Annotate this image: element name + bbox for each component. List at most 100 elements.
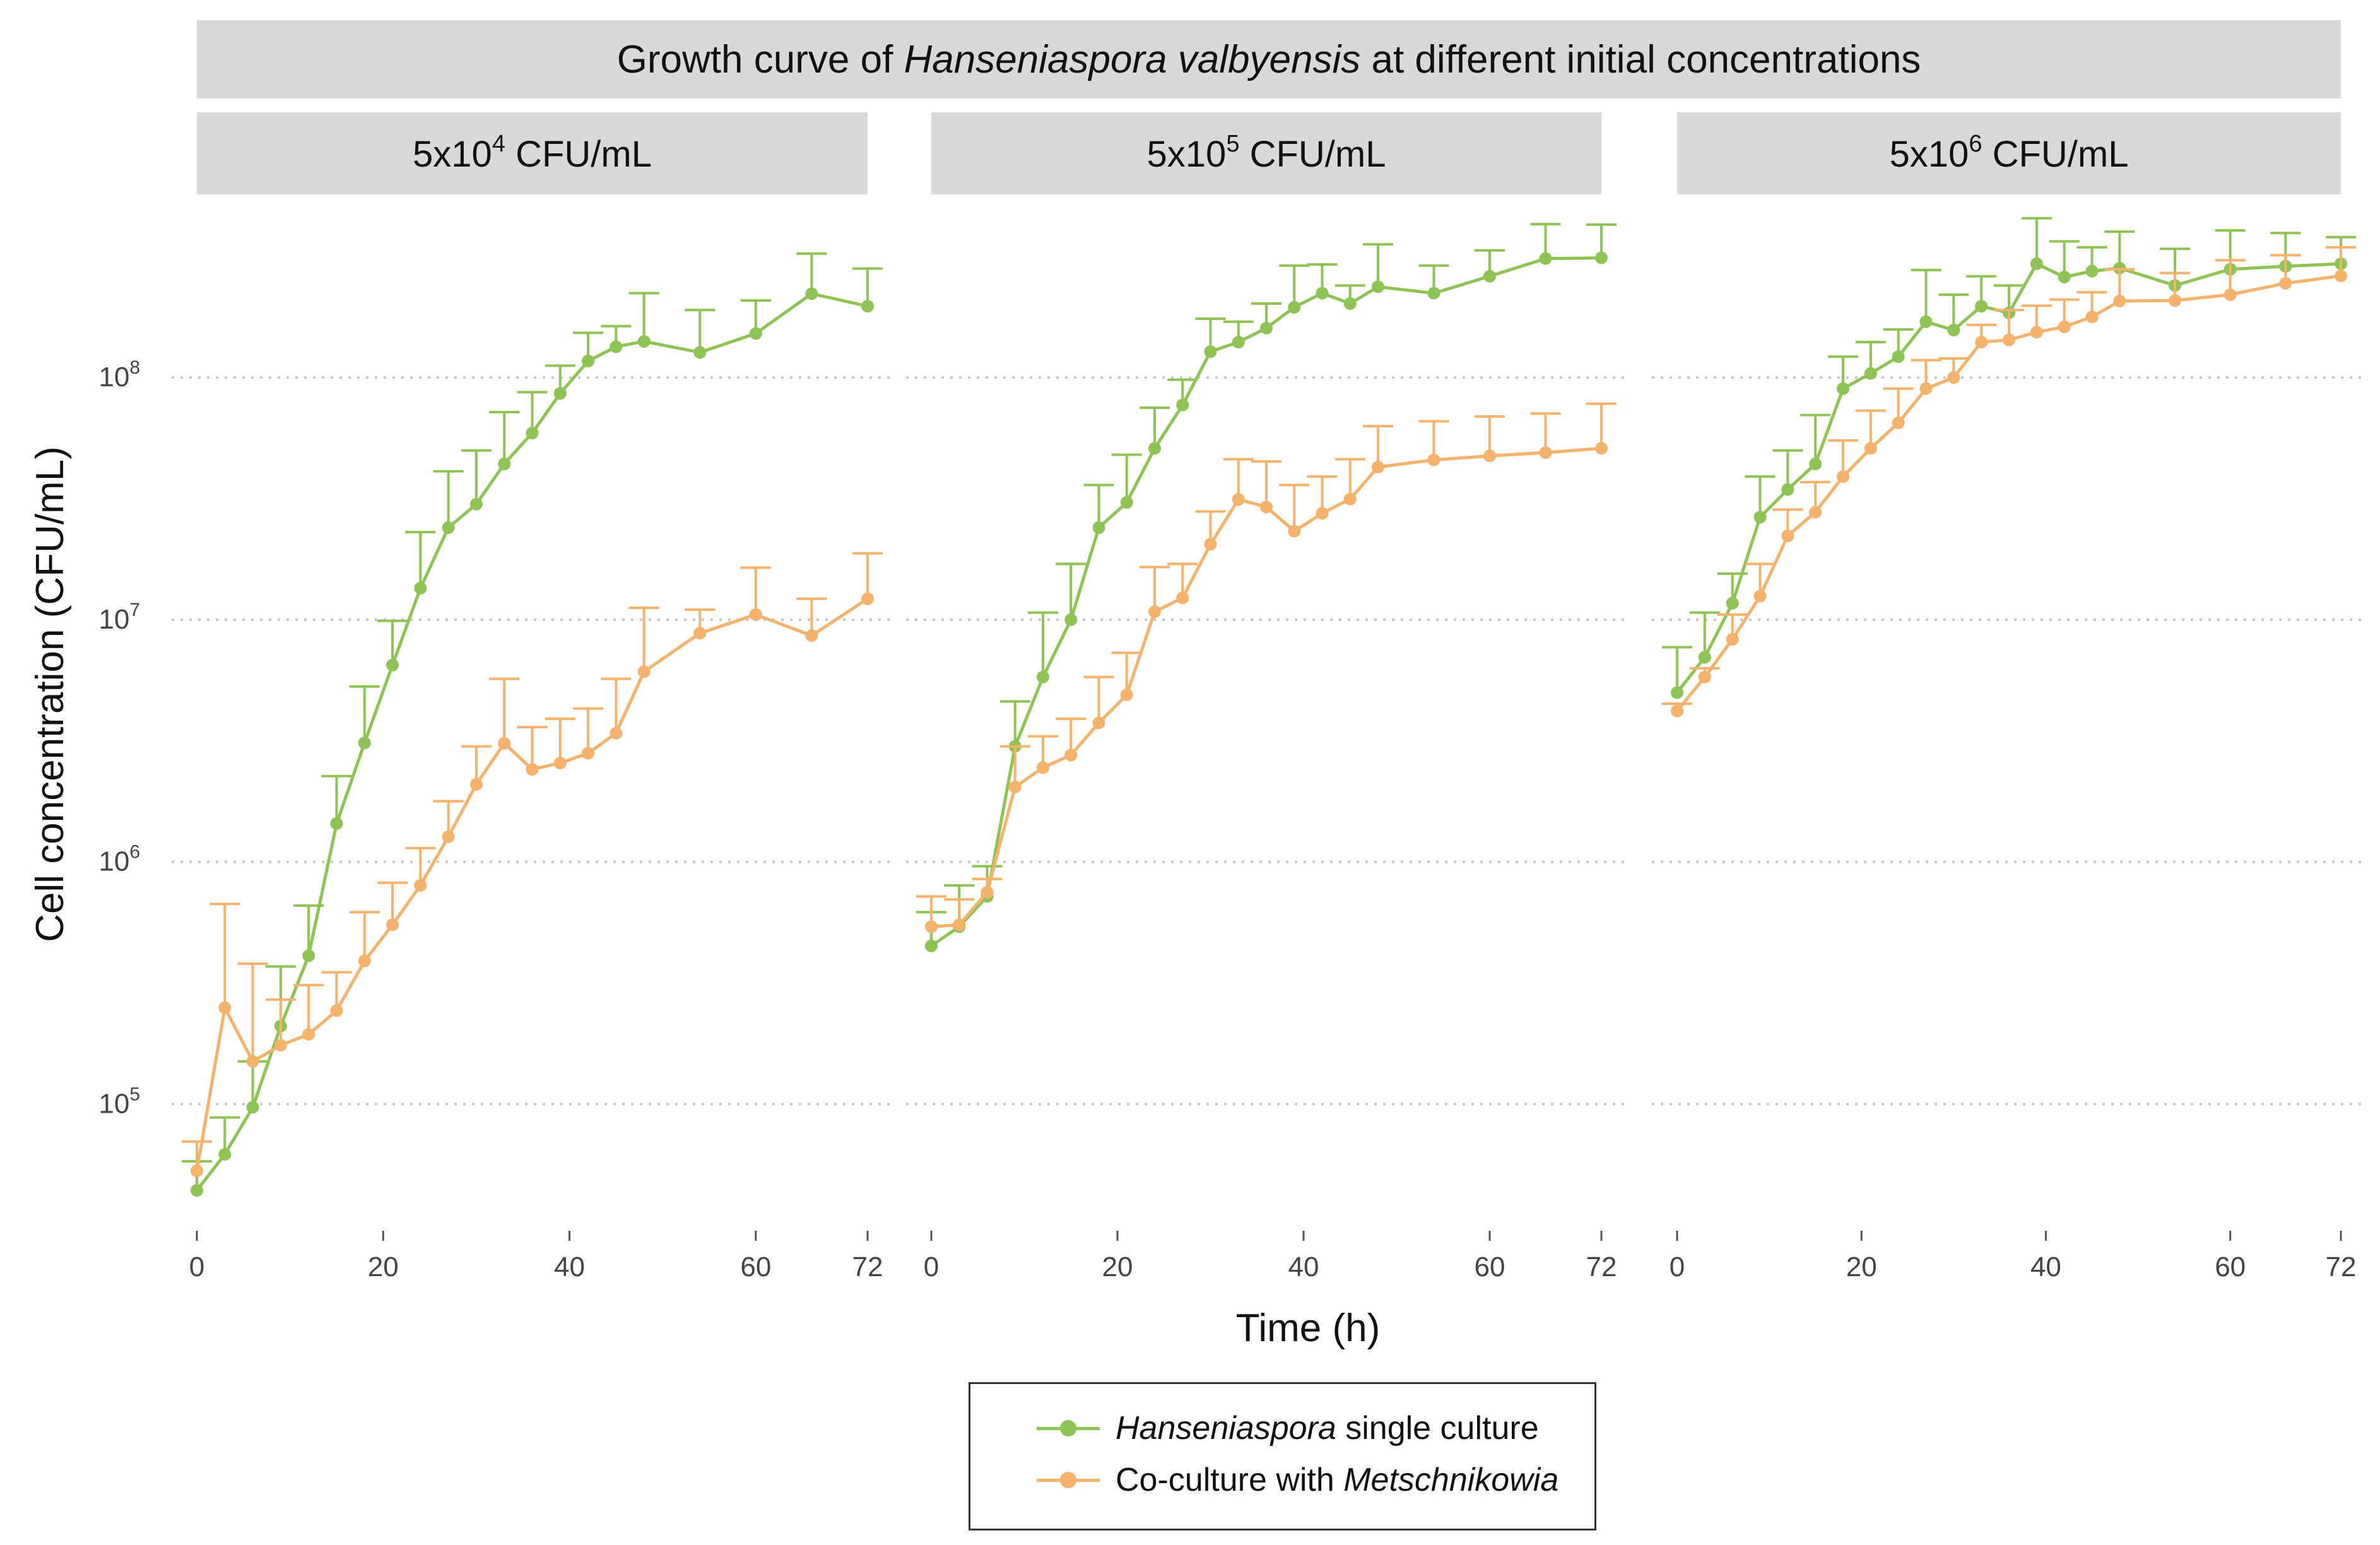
legend-item-single-culture: Hanseniaspora single culture — [970, 1409, 1594, 1447]
x-tick-label: 72 — [2326, 1252, 2357, 1282]
legend: Hanseniaspora single culture Co-culture … — [969, 1382, 1596, 1530]
data-point — [1947, 371, 1960, 384]
data-point — [1316, 287, 1329, 300]
data-point — [553, 756, 567, 769]
y-axis-title: Cell concentration (CFU/mL) — [28, 446, 72, 942]
x-tick-label: 20 — [1102, 1252, 1133, 1282]
data-point — [2085, 264, 2099, 278]
data-point — [302, 1027, 315, 1041]
x-tick-label: 60 — [2215, 1252, 2246, 1282]
data-point — [1781, 530, 1794, 543]
data-point — [2058, 270, 2071, 283]
data-point — [953, 918, 966, 932]
data-point — [610, 726, 623, 740]
data-point — [2335, 269, 2347, 283]
data-point — [805, 629, 818, 642]
data-point — [1427, 287, 1440, 300]
x-tick-label: 40 — [1288, 1252, 1319, 1282]
data-point — [1232, 336, 1245, 349]
data-point — [274, 1039, 287, 1052]
data-point — [1232, 493, 1245, 506]
data-point — [2003, 333, 2015, 346]
series-single-culture — [182, 252, 883, 1197]
data-point — [2030, 257, 2043, 270]
x-tick-label: 0 — [1670, 1252, 1685, 1282]
data-point — [218, 1001, 232, 1014]
series-single-culture — [916, 223, 1617, 952]
legend-item-coculture: Co-culture with Metschnikowia — [970, 1461, 1594, 1499]
data-point — [1919, 315, 1933, 328]
data-point — [246, 1055, 259, 1068]
data-point — [925, 939, 938, 952]
series-line — [930, 256, 1602, 947]
data-point — [498, 737, 511, 750]
panel-2: 5x105 CFU/mL 0 20 40 60 72 — [906, 112, 1627, 1282]
data-point — [1064, 613, 1078, 626]
data-point — [1343, 297, 1357, 311]
y-tick-label: 107 — [98, 600, 140, 635]
data-point — [1120, 688, 1133, 701]
data-point — [1148, 442, 1161, 455]
data-point — [1671, 686, 1683, 699]
data-point — [1726, 596, 1739, 610]
data-point — [1781, 483, 1794, 496]
data-point — [582, 355, 595, 368]
series-single-culture — [1662, 216, 2356, 699]
data-point — [302, 949, 315, 962]
x-tick-label: 20 — [1846, 1252, 1877, 1282]
figure-title-strip: Growth curve of Hanseniaspora valbyensis… — [197, 20, 2341, 98]
data-point — [526, 763, 539, 776]
data-point — [1698, 670, 1711, 684]
data-point — [693, 627, 707, 640]
data-point — [1892, 350, 1905, 364]
data-point — [1260, 500, 1273, 514]
data-point — [861, 300, 874, 313]
data-point — [386, 658, 399, 672]
data-point — [1809, 458, 1822, 471]
data-point — [498, 458, 511, 471]
data-point — [1483, 449, 1496, 463]
panel-strip — [197, 112, 868, 194]
data-point — [582, 747, 595, 760]
data-point — [1316, 507, 1329, 520]
data-point — [358, 737, 371, 750]
legend-marker — [1060, 1472, 1076, 1488]
data-point — [330, 1004, 343, 1017]
data-point — [442, 521, 455, 535]
data-point — [637, 334, 651, 348]
data-point — [1064, 749, 1078, 762]
y-axis: Cell concentration (CFU/mL) 105 106 107 108 — [28, 357, 140, 1119]
data-point — [693, 346, 707, 359]
data-point — [469, 778, 483, 791]
data-point — [749, 608, 762, 621]
data-point — [1260, 321, 1273, 334]
data-point — [2169, 294, 2181, 307]
panel-strip-label: 5x104 CFU/mL — [413, 131, 652, 175]
x-tick-label: 0 — [924, 1252, 939, 1282]
data-point — [1288, 300, 1301, 314]
data-point — [1148, 605, 1161, 619]
data-point — [2085, 311, 2099, 324]
data-point — [218, 1148, 232, 1161]
data-point — [1037, 761, 1049, 774]
y-tick-label: 106 — [98, 842, 140, 877]
data-point — [1864, 442, 1877, 455]
x-tick-label: 20 — [368, 1252, 399, 1282]
series-coculture — [916, 402, 1617, 933]
data-point — [1975, 336, 1988, 349]
data-point — [358, 954, 371, 968]
data-point — [2113, 294, 2126, 307]
legend-label-single-culture: Hanseniaspora single culture — [1116, 1410, 1539, 1447]
x-tick-label: 60 — [740, 1252, 771, 1282]
data-point — [1671, 704, 1683, 718]
legend-marker — [1060, 1420, 1076, 1436]
data-point — [1837, 382, 1849, 395]
data-point — [749, 327, 762, 340]
data-point — [1176, 398, 1189, 411]
data-point — [1204, 345, 1217, 358]
x-tick-label: 40 — [554, 1252, 585, 1282]
data-point — [1753, 511, 1767, 524]
data-point — [386, 918, 399, 932]
panel-3: 5x106 CFU/mL 0 20 40 60 72 — [1652, 112, 2366, 1282]
